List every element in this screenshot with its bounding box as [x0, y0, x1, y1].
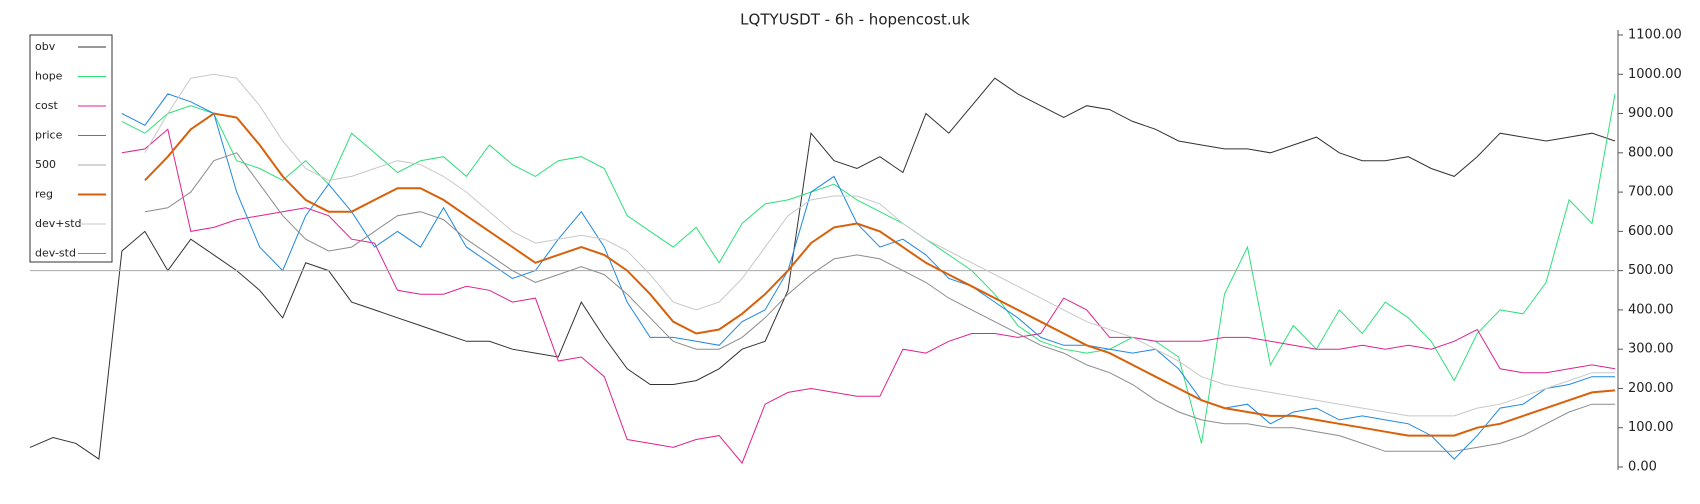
y-tick-label: 1000.00	[1628, 67, 1682, 82]
y-tick-label: 800.00	[1628, 145, 1674, 160]
legend-label: obv	[35, 40, 56, 53]
series-line	[121, 128, 1616, 465]
y-tick-label: 700.00	[1628, 185, 1674, 200]
y-tick-label: 200.00	[1628, 381, 1674, 396]
legend-label: 500	[35, 158, 56, 171]
y-tick-label: 1100.00	[1628, 28, 1682, 43]
series-line	[121, 93, 1616, 444]
legend-label: hope	[35, 70, 63, 83]
legend-label: cost	[35, 99, 59, 112]
series-line	[144, 152, 1615, 452]
legend-label: dev+std	[35, 217, 82, 230]
series-line	[144, 73, 1615, 417]
y-tick-label: 300.00	[1628, 342, 1674, 357]
series-line	[121, 93, 1615, 460]
chart-title: LQTYUSDT - 6h - hopencost.uk	[740, 11, 970, 29]
y-tick-label: 500.00	[1628, 263, 1674, 278]
y-tick-label: 900.00	[1628, 106, 1674, 121]
series-line	[144, 112, 1616, 437]
legend-label: price	[35, 129, 63, 142]
y-tick-label: 100.00	[1628, 420, 1674, 435]
y-tick-label: 600.00	[1628, 224, 1674, 239]
series-line	[29, 77, 1616, 460]
legend-label: reg	[35, 188, 53, 201]
y-tick-label: 400.00	[1628, 302, 1674, 317]
legend-label: dev-std	[35, 247, 76, 260]
y-tick-label: 0.00	[1628, 460, 1657, 475]
